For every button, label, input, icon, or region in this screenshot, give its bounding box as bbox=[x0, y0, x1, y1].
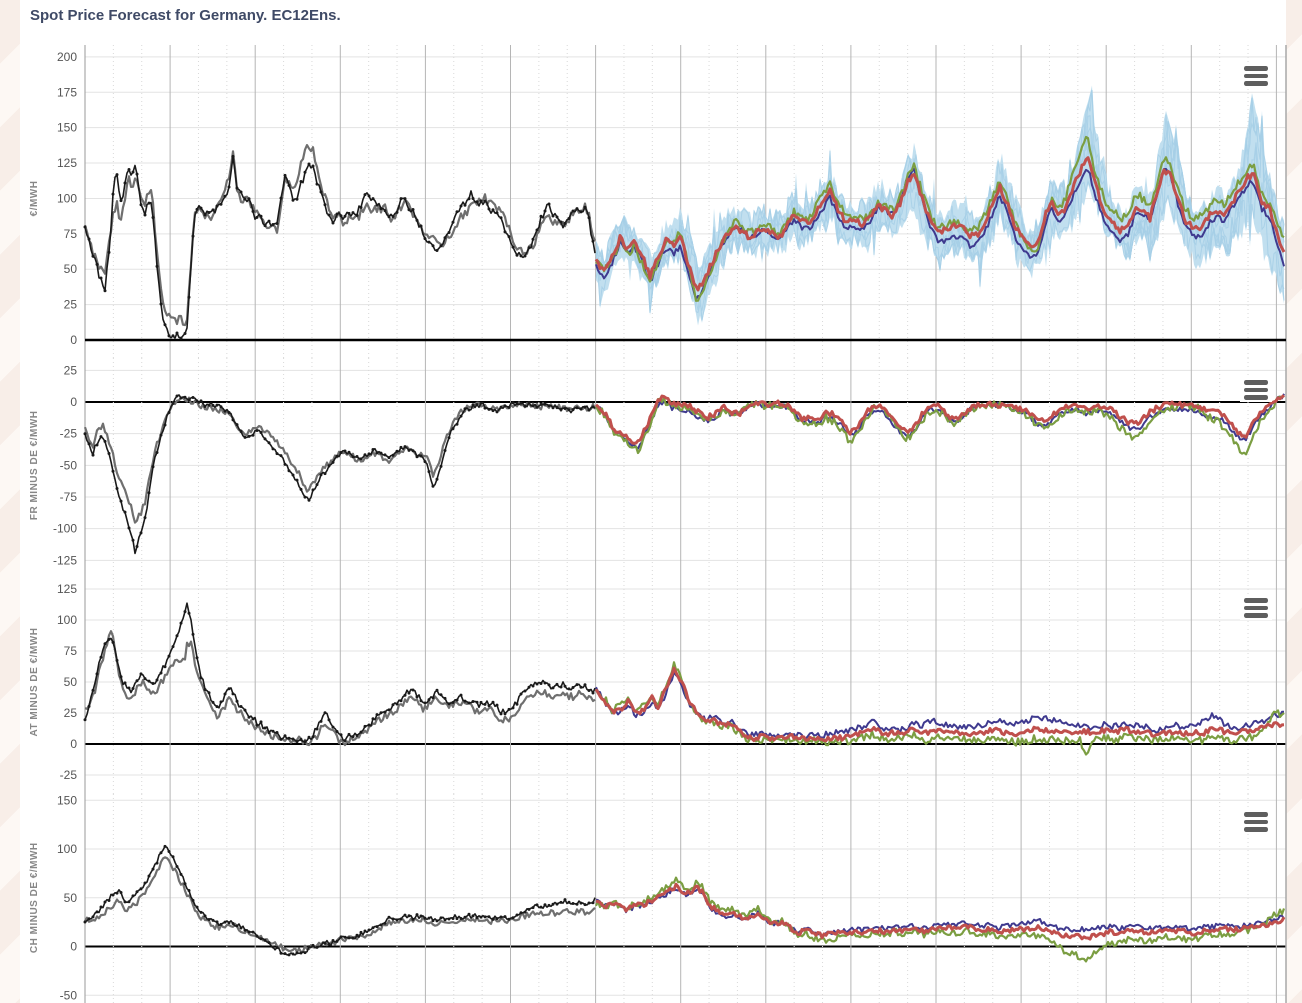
hamburger-menu-icon bbox=[1244, 66, 1268, 86]
y-tick-label: 25 bbox=[64, 298, 78, 312]
history-primary-markers bbox=[83, 610, 595, 744]
y-tick-label: 175 bbox=[57, 85, 77, 99]
y-tick-label: 75 bbox=[64, 227, 78, 241]
y-tick-label: 50 bbox=[64, 891, 78, 905]
panel-at-minus-de-plot: -25 0 25 50 75 100 125 AT MINUS DE €/MWH bbox=[29, 581, 1287, 794]
y-tick-label: -100 bbox=[53, 522, 77, 536]
history-primary-series bbox=[84, 394, 596, 555]
y-tick-label: -50 bbox=[60, 988, 78, 1002]
y-tick-label: 100 bbox=[57, 191, 77, 205]
y-tick-label: 0 bbox=[70, 940, 77, 954]
y-tick-label: 150 bbox=[57, 121, 77, 135]
y-tick-label: 100 bbox=[57, 613, 77, 627]
forecast-green-series bbox=[595, 135, 1285, 302]
forecast-mean-series bbox=[594, 156, 1286, 292]
history-primary-markers bbox=[83, 154, 595, 340]
forecast-blue-series bbox=[595, 671, 1284, 741]
panel-fr-minus-de-plot: -125 -100 -75 -50 -25 0 25 FR MINUS DE €/MWH bbox=[29, 358, 1287, 581]
y-tick-label: 25 bbox=[64, 706, 78, 720]
history-primary-markers bbox=[83, 394, 595, 548]
y-tick-label: 75 bbox=[64, 644, 78, 658]
page-title: Spot Price Forecast for Germany. EC12Ens… bbox=[30, 7, 341, 24]
y-axis-title: AT MINUS DE €/MWH bbox=[29, 628, 40, 737]
ensemble-member-line bbox=[595, 89, 1285, 309]
y-tick-label: 0 bbox=[70, 395, 77, 409]
y-axis-title: CH MINUS DE €/MWH bbox=[29, 842, 40, 953]
forecast-mean-series bbox=[594, 394, 1286, 445]
hamburger-menu-icon bbox=[1244, 812, 1268, 832]
y-tick-label: -75 bbox=[60, 490, 78, 504]
y-tick-label: 100 bbox=[57, 842, 77, 856]
y-tick-label: 200 bbox=[57, 50, 77, 64]
y-tick-label: 0 bbox=[70, 333, 77, 347]
ensemble-member-line bbox=[595, 97, 1285, 307]
y-tick-label: 0 bbox=[70, 737, 77, 751]
y-tick-label: 125 bbox=[57, 582, 77, 596]
export-menu-button-fr-minus-de[interactable] bbox=[1240, 378, 1272, 402]
forecast-mean-series bbox=[594, 666, 1285, 743]
y-tick-label: 150 bbox=[57, 794, 77, 807]
panel-spot-price-plot: 0 25 50 75 100 125 150 175 200 €/MWH bbox=[29, 45, 1287, 358]
export-menu-button-spot-price[interactable] bbox=[1240, 64, 1272, 88]
history-primary-markers bbox=[83, 844, 595, 957]
panel-ch-minus-de-plot: -50 0 50 100 150 CH MINUS DE €/MWH bbox=[29, 794, 1287, 1003]
forecast-mean-series bbox=[595, 882, 1286, 941]
forecast-green-series bbox=[595, 661, 1285, 756]
y-tick-label: 50 bbox=[64, 675, 78, 689]
y-tick-label: 125 bbox=[57, 156, 77, 170]
y-axis-title: €/MWH bbox=[29, 181, 40, 217]
export-menu-button-ch-minus-de[interactable] bbox=[1240, 810, 1272, 834]
y-tick-label: -50 bbox=[60, 458, 78, 472]
forecast-green-series bbox=[595, 395, 1285, 456]
y-tick-label: -25 bbox=[60, 427, 78, 441]
y-tick-label: -25 bbox=[60, 768, 78, 782]
ensemble-member-line bbox=[595, 89, 1285, 313]
hamburger-menu-icon bbox=[1244, 380, 1268, 400]
export-menu-button-at-minus-de[interactable] bbox=[1240, 596, 1272, 620]
y-axis-title: FR MINUS DE €/MWH bbox=[29, 411, 40, 521]
y-tick-label: 25 bbox=[64, 363, 78, 377]
y-tick-label: -125 bbox=[53, 553, 77, 567]
forecast-green-series bbox=[595, 876, 1286, 963]
history-secondary-series bbox=[84, 630, 596, 747]
y-tick-label: 50 bbox=[64, 262, 78, 276]
hamburger-menu-icon bbox=[1244, 598, 1268, 618]
